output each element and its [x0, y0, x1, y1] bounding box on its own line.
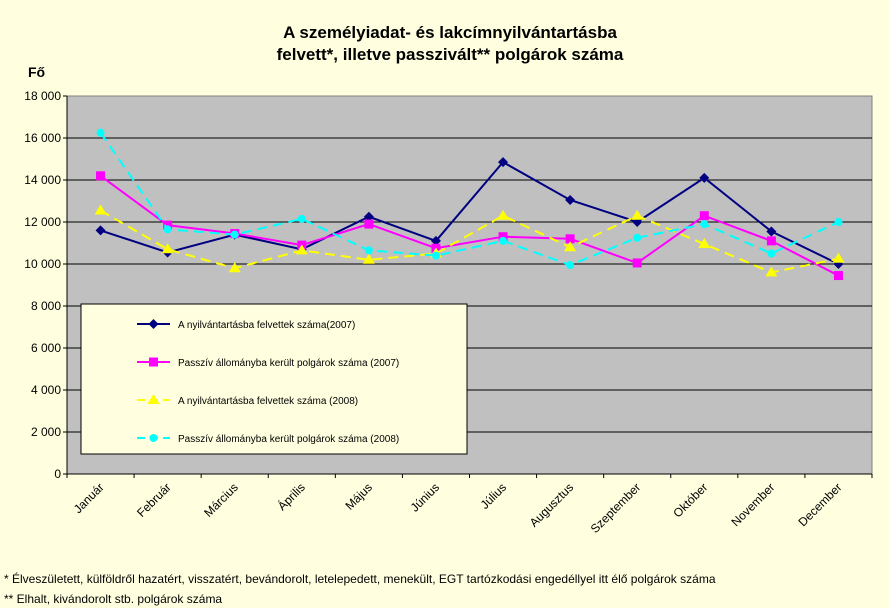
series — [94, 128, 845, 281]
series-line — [100, 209, 839, 274]
y-tick-label: 8 000 — [31, 299, 61, 313]
legend-item-4: Passzív állományba került polgárok száma… — [137, 434, 399, 445]
x-tick-label: Február — [134, 480, 174, 520]
x-tick-label: Június — [408, 480, 442, 514]
series-line — [99, 174, 839, 277]
data-point — [163, 225, 172, 234]
y-axis-ticks: 0 2 000 4 000 6 000 8 000 10 000 12 000 14 000 1… — [24, 89, 61, 481]
y-tick-label: 14 000 — [24, 173, 61, 187]
data-point — [834, 218, 843, 226]
data-point — [430, 235, 441, 246]
data-point — [699, 211, 709, 221]
data-point — [96, 171, 106, 181]
data-point — [228, 262, 241, 273]
legend-item-2: Passzív állományba került polgárok száma… — [137, 357, 399, 369]
legend-label: A nyilvántartásba felvettek száma(2007) — [178, 320, 355, 331]
y-tick-label: 18 000 — [24, 89, 61, 103]
y-tick-label: 10 000 — [24, 257, 61, 271]
y-axis-label: Fő — [28, 64, 45, 80]
data-point — [767, 249, 776, 258]
data-point — [362, 253, 375, 264]
data-point — [699, 172, 710, 183]
legend-box — [80, 303, 468, 455]
x-tick-label: Július — [478, 480, 510, 512]
data-point — [297, 214, 306, 223]
data-point — [565, 234, 575, 244]
legend-label: Passzív állományba került polgárok száma… — [178, 358, 399, 369]
chart-title-line-2: felvett*, illetve passzivált** polgárok … — [277, 45, 624, 64]
legend-swatch-marker — [148, 319, 159, 329]
x-tick-label: Január — [71, 480, 107, 516]
x-tick-label: Március — [201, 480, 241, 520]
data-point — [295, 244, 308, 255]
data-point — [96, 128, 105, 137]
legend-swatch-marker — [149, 357, 158, 367]
data-point — [566, 261, 575, 270]
data-point — [766, 236, 776, 246]
data-point — [498, 157, 509, 168]
x-tick-label: Október — [670, 480, 710, 520]
legend-item-1: A nyilvántartásba felvettek száma(2007) — [137, 319, 355, 331]
data-point — [230, 230, 239, 239]
data-point — [364, 246, 373, 255]
data-point — [833, 271, 843, 281]
data-point — [161, 243, 174, 254]
data-point — [497, 209, 510, 220]
data-point — [363, 211, 374, 222]
legend-label: Passzív állományba került polgárok száma… — [178, 434, 399, 445]
legend: A nyilvántartásba felvettek száma(2007) P… — [80, 303, 468, 455]
x-tick-label: Május — [342, 480, 375, 513]
data-point — [631, 209, 644, 220]
legend-swatch-marker — [147, 394, 160, 404]
data-point — [498, 232, 508, 242]
axes — [63, 95, 873, 478]
data-point — [698, 238, 711, 249]
data-point — [633, 233, 642, 242]
data-point — [700, 220, 709, 229]
legend-item-3: A nyilvántartásba felvettek száma (2008) — [137, 394, 358, 407]
x-axis-ticks: Január Február Március Április Május Június Jú… — [71, 480, 845, 536]
data-point — [431, 251, 440, 260]
data-point — [163, 220, 173, 230]
footnote-1: * Élveszületett, külföldről hazatért, vi… — [4, 572, 716, 586]
data-point — [564, 241, 577, 252]
y-tick-label: 16 000 — [24, 131, 61, 145]
footnote-2: ** Elhalt, kivándorolt stb. polgárok szá… — [4, 592, 223, 606]
series-4 — [96, 128, 843, 270]
data-point — [364, 219, 374, 229]
x-tick-label: November — [728, 480, 777, 529]
data-point — [95, 225, 106, 236]
chart-title-line-1: A személyiadat- és lakcímnyilvántartásba — [283, 23, 617, 42]
y-tick-label: 12 000 — [24, 215, 61, 229]
x-tick-label: Szeptember — [588, 480, 644, 536]
series-3 — [94, 204, 845, 277]
x-tick-label: Augusztus — [527, 480, 577, 530]
y-tick-label: 0 — [54, 467, 61, 481]
data-point — [832, 252, 845, 263]
x-tick-label: Április — [274, 480, 308, 514]
series-line — [100, 160, 839, 265]
x-tick-label: December — [796, 480, 845, 529]
y-tick-label: 4 000 — [31, 383, 61, 397]
data-point — [499, 236, 508, 245]
data-point — [565, 194, 576, 205]
series-line — [99, 132, 839, 267]
legend-items: A nyilvántartásba felvettek száma(2007) P… — [137, 319, 399, 445]
y-tick-label: 6 000 — [31, 341, 61, 355]
legend-swatch-marker — [149, 434, 158, 442]
y-tick-label: 2 000 — [31, 425, 61, 439]
data-point — [94, 204, 107, 215]
data-point — [632, 258, 642, 268]
chart-title: A személyiadat- és lakcímnyilvántartásba… — [277, 23, 624, 64]
legend-label: A nyilvántartásba felvettek száma (2008) — [178, 396, 358, 407]
data-point — [766, 226, 777, 237]
data-point — [765, 266, 778, 277]
